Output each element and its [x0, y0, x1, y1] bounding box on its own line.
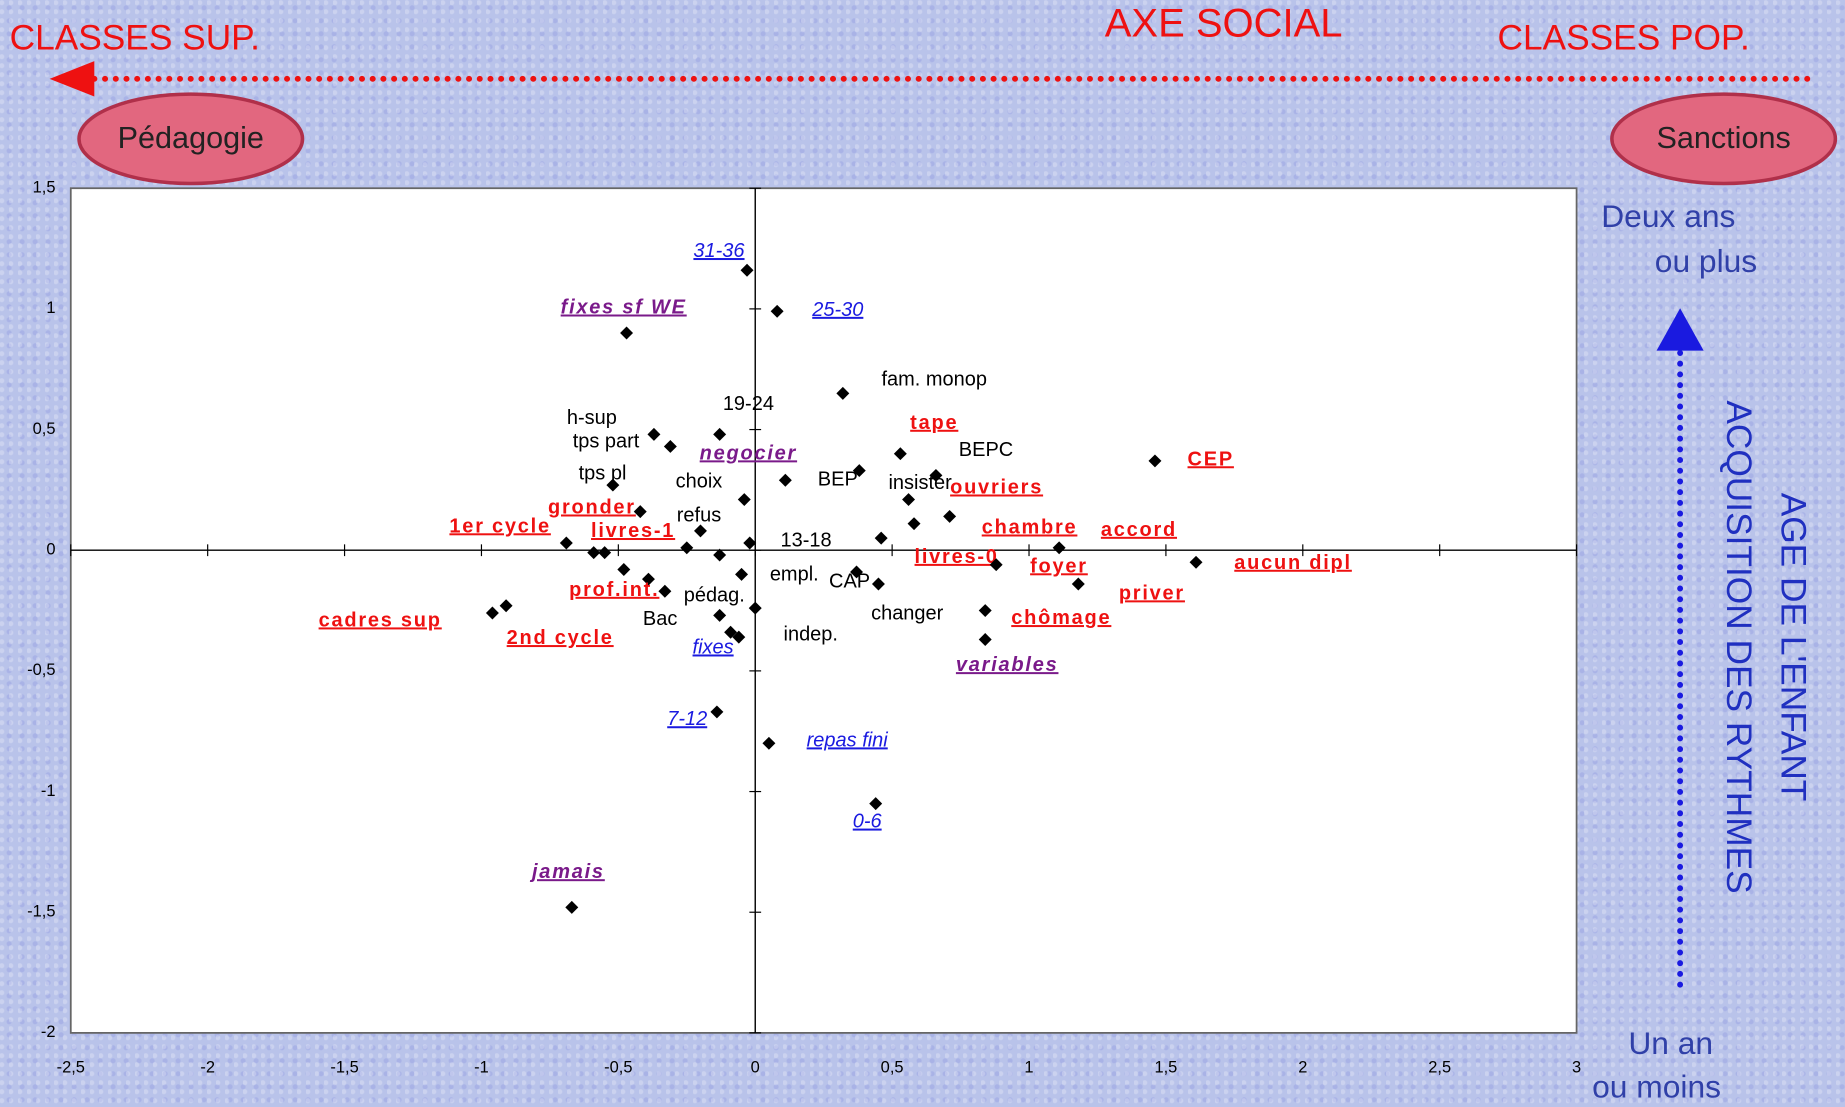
point-label: 1er cycle	[449, 515, 550, 537]
arrow-head	[49, 61, 95, 97]
x-tick-label: -1	[474, 1059, 489, 1077]
point-label: changer	[871, 602, 944, 624]
point-label: jamais	[529, 861, 605, 883]
point-label: fam. monop	[881, 368, 987, 390]
y-tick-label: -1	[41, 782, 56, 800]
point	[978, 633, 992, 646]
point-label: foyer	[1030, 555, 1088, 577]
point-label: negocier	[700, 442, 797, 464]
note: ou plus	[1655, 243, 1757, 279]
point-label: 25-30	[811, 299, 863, 321]
x-tick-label: -2	[200, 1059, 215, 1077]
badge	[77, 92, 305, 186]
arrow-head	[1656, 308, 1704, 351]
point-label: livres-1	[591, 520, 675, 542]
point-label: 2nd cycle	[507, 627, 614, 649]
point-label: choix	[676, 471, 723, 493]
point-label: 31-36	[693, 240, 745, 262]
point-label: ouvriers	[950, 476, 1043, 498]
point-label: repas fini	[807, 729, 889, 751]
y-tick-label: 0	[46, 541, 55, 559]
point	[713, 427, 727, 441]
point-label: aucun dipl	[1234, 552, 1352, 574]
x-tick-label: 3	[1572, 1059, 1581, 1077]
x-tick-label: 2	[1298, 1059, 1307, 1077]
y-tick-label: -1,5	[27, 903, 55, 921]
point	[989, 558, 1003, 572]
point-label: 19-24	[723, 393, 774, 415]
point-label: gronder	[548, 496, 636, 518]
point	[647, 427, 661, 441]
vertical-axis-label: AGE DE L'ENFANT	[1773, 493, 1812, 802]
point-label: cadres sup	[319, 609, 442, 631]
point-label: tps pl	[579, 462, 627, 484]
note: Un an	[1628, 1025, 1713, 1061]
y-tick-label: 1	[46, 299, 55, 317]
x-tick-label: 0	[751, 1059, 760, 1077]
point-label: Bac	[643, 608, 677, 630]
y-tick-label: 0,5	[33, 420, 56, 438]
vertical-axis-label: ACQUISITION DES RYTHMES	[1719, 400, 1758, 893]
point-label: prof.int.	[569, 579, 659, 601]
point	[929, 468, 943, 482]
x-tick-label: 1,5	[1154, 1059, 1177, 1077]
point	[724, 625, 738, 639]
point-label: indep.	[784, 624, 838, 646]
point-label: fixes sf WE	[561, 297, 687, 319]
point-label: empl.	[770, 564, 819, 586]
plot: -2,5 -2 -1,5 -1 -0,5 0 0,5 1 1,5 2 2,5 31,510,50-0,…	[27, 179, 1581, 1077]
point-label: BEP	[818, 468, 858, 490]
plot-area	[69, 187, 1578, 1034]
point	[836, 386, 850, 400]
point-label: insister	[888, 472, 952, 494]
chart-title: AXE SOCIAL	[1105, 1, 1343, 45]
point-label: 0-6	[853, 811, 883, 833]
x-tick-label: 2,5	[1428, 1059, 1451, 1077]
point-label: fixes	[693, 636, 734, 658]
point	[713, 608, 727, 622]
x-tick-label: 0,5	[881, 1059, 904, 1077]
point-label: chômage	[1011, 607, 1111, 629]
point-label: refus	[677, 505, 721, 527]
point	[485, 606, 499, 620]
point-label: accord	[1101, 519, 1177, 541]
point-label: livres-0	[915, 546, 999, 568]
x-tick-label: -2,5	[57, 1059, 85, 1077]
point	[694, 524, 707, 538]
point	[770, 304, 784, 318]
point-label: CAP	[829, 571, 870, 593]
point-label: h-sup	[567, 407, 617, 429]
y-tick-label: -0,5	[27, 661, 55, 679]
point-label: chambre	[982, 516, 1078, 538]
point-label: priver	[1119, 582, 1185, 604]
note: ou moins	[1592, 1069, 1721, 1105]
note: Deux ans	[1601, 198, 1735, 234]
x-tick-label: -1,5	[330, 1059, 358, 1077]
y-tick-label: -2	[41, 1023, 56, 1041]
point-label: tps part	[573, 431, 640, 453]
badge-label: Sanctions	[1656, 121, 1790, 155]
point-label: CEP	[1188, 448, 1234, 470]
point-label: variables	[956, 654, 1059, 676]
left-pole: CLASSES SUP.	[10, 18, 260, 57]
point-label: tape	[910, 412, 958, 434]
point-label: BEPC	[959, 439, 1013, 461]
x-tick-label: -0,5	[604, 1059, 632, 1077]
point	[710, 705, 724, 719]
point	[713, 548, 727, 562]
point-label: 7-12	[667, 708, 707, 730]
point	[743, 536, 757, 550]
point-label: pédag.	[684, 585, 745, 607]
right-pole: CLASSES POP.	[1497, 18, 1749, 57]
y-tick-label: 1,5	[33, 179, 56, 197]
x-tick-label: 1	[1024, 1059, 1033, 1077]
point	[778, 473, 792, 487]
badge-label: Pédagogie	[118, 121, 264, 155]
point-label: 13-18	[780, 529, 831, 551]
badge	[1610, 92, 1838, 186]
